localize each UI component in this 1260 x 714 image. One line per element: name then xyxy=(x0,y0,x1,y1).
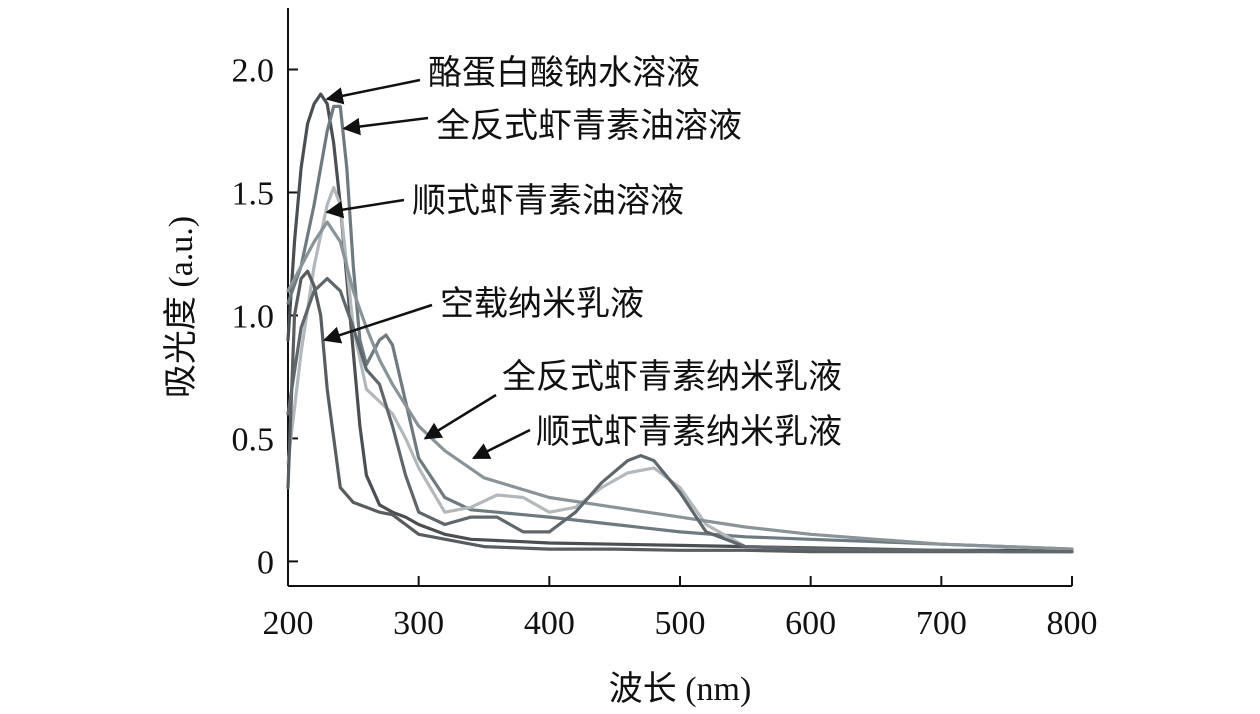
annotation-label-5: 全反式虾青素纳米乳液 xyxy=(502,357,842,397)
annotation-label-2: 全反式虾青素油溶液 xyxy=(436,106,742,146)
y-tick-label: 0.5 xyxy=(232,421,275,458)
y-tick-label: 0 xyxy=(257,544,274,581)
annotation-arrow-3 xyxy=(325,198,405,219)
y-axis-title: 吸光度 (a.u.) xyxy=(162,216,200,398)
series-line-1 xyxy=(286,92,1074,554)
x-tick-label: 500 xyxy=(655,605,706,642)
axes: 200 300 400 500 600 700 800 0 0.5 1.0 1.5 2.0 xyxy=(232,8,1098,642)
annotation-label-3: 顺式虾青素油溶液 xyxy=(412,181,684,221)
series-line-6 xyxy=(286,277,1074,554)
annotation-arrow-4 xyxy=(322,303,433,344)
annotation-label-6: 顺式虾青素纳米乳液 xyxy=(536,412,842,452)
x-axis-title: 波长 (nm) xyxy=(609,670,752,708)
x-tick-label: 400 xyxy=(524,605,575,642)
x-tick-label: 200 xyxy=(263,605,314,642)
annotation-label-1: 酪蛋白酸钠水溶液 xyxy=(428,53,700,93)
series-layer xyxy=(286,92,1074,554)
y-tick-label: 1.5 xyxy=(232,175,275,212)
x-tick-label: 700 xyxy=(916,605,967,642)
annotation-arrow-6 xyxy=(471,428,531,460)
y-tick-label: 1.0 xyxy=(232,298,275,335)
annotation-layer: 酪蛋白酸钠水溶液全反式虾青素油溶液顺式虾青素油溶液空载纳米乳液全反式虾青素纳米乳… xyxy=(322,53,842,460)
annotation-arrow-5 xyxy=(423,393,497,440)
x-tick-label: 300 xyxy=(393,605,444,642)
series-line-5 xyxy=(286,220,1074,551)
x-tick-label: 600 xyxy=(785,605,836,642)
annotation-label-4: 空载纳米乳液 xyxy=(440,284,644,324)
y-tick-label: 2.0 xyxy=(232,52,275,89)
annotation-arrow-2 xyxy=(342,116,429,136)
x-tick-label: 800 xyxy=(1047,605,1098,642)
annotation-arrow-1 xyxy=(325,78,421,105)
series-line-2 xyxy=(286,104,1074,551)
series-line-4 xyxy=(286,269,1074,554)
